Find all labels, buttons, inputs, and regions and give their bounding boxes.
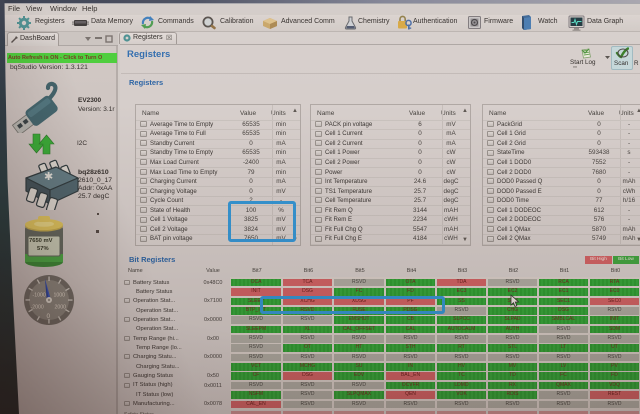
svg-text:0: 0 (47, 313, 51, 320)
svg-text:✱: ✱ (44, 171, 53, 183)
svg-text:2000: 2000 (55, 305, 67, 311)
svg-text:-2000: -2000 (31, 305, 44, 311)
svg-text:1000: 1000 (54, 293, 66, 299)
svg-text:-1000: -1000 (33, 293, 46, 299)
